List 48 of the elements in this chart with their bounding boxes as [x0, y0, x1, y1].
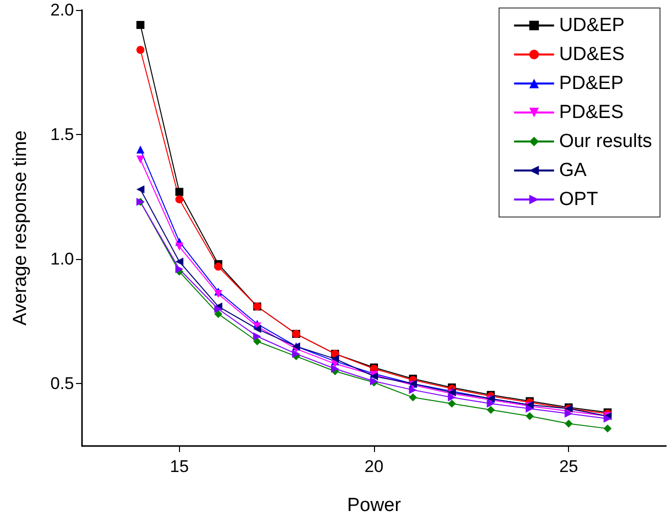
- point: [214, 310, 222, 318]
- point: [175, 188, 184, 196]
- point: [448, 393, 456, 402]
- point: [136, 155, 144, 164]
- point: [136, 185, 144, 194]
- point: [214, 304, 222, 313]
- y-tick-label: 0.5: [50, 374, 74, 394]
- point: [136, 20, 144, 29]
- point: [486, 406, 495, 414]
- x-tick-label: 15: [170, 457, 189, 476]
- point: [408, 386, 417, 394]
- point: [408, 393, 417, 402]
- point: [331, 354, 340, 363]
- point: [253, 332, 262, 340]
- x-tick-label: 25: [559, 457, 578, 476]
- legend-label: PD&ES: [559, 102, 624, 123]
- legend-label: GA: [559, 160, 587, 181]
- point: [175, 258, 184, 266]
- point: [526, 412, 534, 420]
- point: [448, 400, 456, 408]
- legend-label: Our results: [559, 131, 652, 152]
- point: [136, 146, 144, 154]
- y-tick-label: 2.0: [50, 0, 74, 20]
- point: [526, 404, 534, 413]
- point: [564, 410, 573, 418]
- legend-label: UD&ES: [559, 44, 625, 65]
- legend-label: OPT: [559, 189, 599, 210]
- y-tick-label: 1.0: [50, 250, 74, 269]
- point: [175, 265, 184, 274]
- point: [175, 242, 184, 251]
- x-axis-title: Power: [347, 495, 402, 516]
- legend-label: PD&EP: [559, 73, 624, 94]
- point: [136, 46, 144, 54]
- x-tick-label: 20: [364, 457, 384, 476]
- point: [604, 414, 612, 423]
- point: [253, 324, 262, 333]
- point: [175, 195, 184, 204]
- point: [214, 290, 222, 298]
- point: [486, 400, 495, 408]
- point: [564, 420, 573, 428]
- legend-label: UD&EP: [559, 15, 625, 36]
- y-axis-title: Average response time: [10, 130, 31, 326]
- point: [253, 337, 262, 346]
- point: [604, 424, 612, 433]
- point: [214, 262, 222, 271]
- point: [331, 364, 340, 373]
- point: [292, 350, 300, 358]
- y-tick-label: 1.5: [50, 125, 74, 144]
